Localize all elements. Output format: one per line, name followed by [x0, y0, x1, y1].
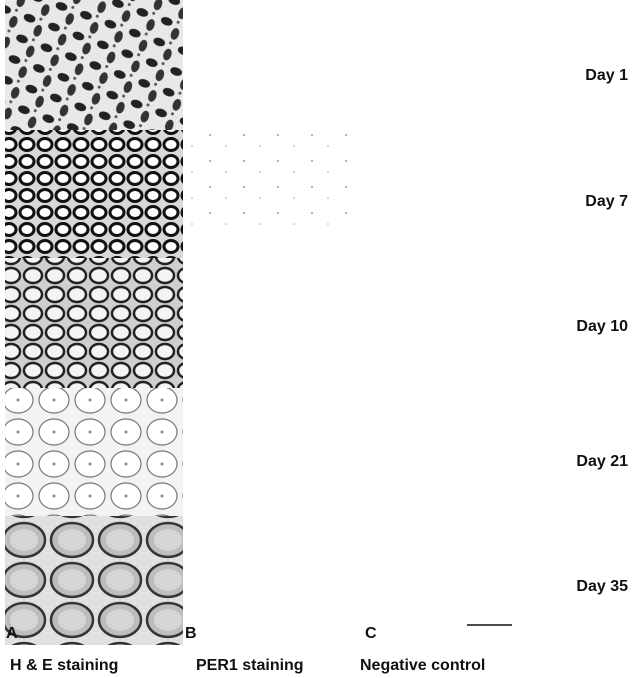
panel-label: Negative control	[360, 657, 485, 674]
row-label: Day 1	[585, 67, 628, 84]
panel-a-image	[5, 0, 183, 645]
row-label: Day 10	[576, 318, 628, 335]
figure: Day 1 Day 7 Day 10 Day 21 Day 35 A H & E stai…	[0, 0, 632, 678]
panel-label: H & E staining	[10, 657, 118, 674]
panel-letter: B	[185, 625, 197, 642]
panel-letter: C	[365, 625, 377, 642]
panel-label: PER1 staining	[196, 657, 304, 674]
panel-letter: A	[6, 625, 18, 642]
row-label: Day 7	[585, 193, 628, 210]
row-label: Day 21	[576, 453, 628, 470]
panel-b-image	[190, 130, 360, 230]
row-label: Day 35	[576, 578, 628, 595]
